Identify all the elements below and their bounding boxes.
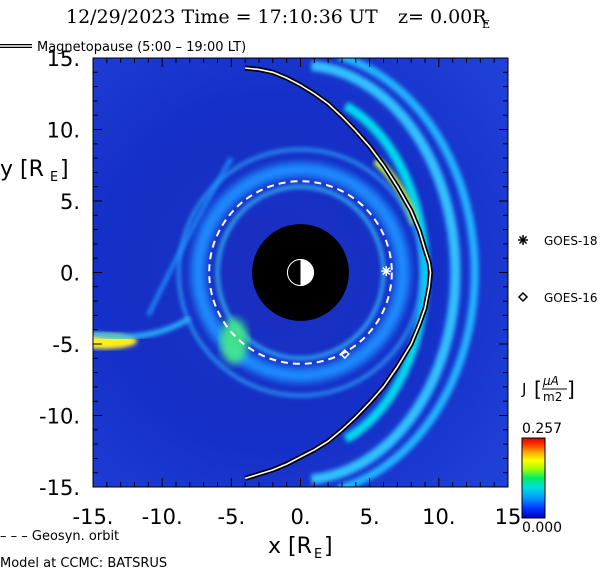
satellite-marker-goes-18 bbox=[381, 266, 392, 277]
asterisk-icon bbox=[518, 235, 528, 245]
nightside-current-patch bbox=[220, 318, 248, 365]
x-tick-label: 15 bbox=[495, 505, 522, 529]
y-axis-label: y [R bbox=[0, 157, 44, 182]
bow-shock-arc-outer bbox=[310, 60, 461, 485]
magnetopause-legend-label: Magnetopause (5:00 – 19:00 LT) bbox=[37, 40, 246, 55]
y-axis: 15. 10. 5. 0. -5. -10. -15. bbox=[39, 47, 508, 500]
earth-nightside bbox=[287, 259, 301, 286]
y-tick-label: 0. bbox=[60, 262, 80, 286]
diamond-icon bbox=[517, 291, 529, 303]
chart-title-z: z= 0.00R bbox=[398, 6, 487, 28]
y-tick-label: 5. bbox=[60, 190, 80, 214]
colorbar-label: J bbox=[521, 380, 526, 398]
colorbar-bracket-left: [ bbox=[534, 377, 542, 401]
x-tick-label: -15. bbox=[73, 505, 114, 529]
y-axis-label-subscript: E bbox=[50, 170, 58, 185]
colorbar-min-label: 0.000 bbox=[522, 520, 562, 536]
earth-outline bbox=[287, 259, 314, 286]
x-tick-label: 5. bbox=[360, 505, 380, 529]
magnetopause-line-white bbox=[244, 67, 432, 480]
magnetopause-current-band bbox=[343, 101, 430, 444]
x-tick-label: 10. bbox=[422, 505, 455, 529]
colorbar bbox=[521, 437, 546, 519]
ring-current-outer bbox=[177, 148, 424, 397]
geosynchronous-orbit bbox=[208, 180, 393, 365]
plot-area bbox=[93, 58, 508, 487]
colorbar-unit-num: μA bbox=[542, 374, 559, 388]
x-tick-label: 0. bbox=[290, 505, 310, 529]
chart-title: 12/29/2023 Time = 17:10:36 UT bbox=[66, 6, 378, 28]
y-tick-label: -5. bbox=[52, 333, 80, 357]
tail-current-streak bbox=[93, 316, 192, 340]
colorbar-max-label: 0.257 bbox=[522, 421, 562, 437]
satellite-legend-label: GOES-18 bbox=[544, 234, 598, 248]
model-credit: Model at CCMC: BATSRUS bbox=[0, 556, 167, 571]
satellite-legend-item: GOES-18 bbox=[518, 234, 598, 248]
bow-shock-arc-far bbox=[337, 58, 479, 487]
y-tick-label: 15. bbox=[47, 47, 80, 71]
satellite-legend-label: GOES-16 bbox=[544, 291, 598, 305]
ring-current-glow bbox=[191, 162, 410, 383]
colorbar-bracket-right: ] bbox=[567, 377, 575, 401]
x-tick-label: -10. bbox=[142, 505, 183, 529]
geosyn-orbit-legend: – – – Geosyn. orbit bbox=[0, 529, 119, 544]
x-axis-label: x [R bbox=[268, 534, 312, 559]
y-tick-label: 10. bbox=[47, 119, 80, 143]
chart-title-z-subscript: E bbox=[482, 18, 490, 31]
y-tick-label: -10. bbox=[39, 405, 80, 429]
satellite-legend: GOES-18 GOES-16 bbox=[517, 234, 598, 305]
x-axis: -15. -10. -5. 0. 5. 10. 15 bbox=[73, 58, 522, 529]
colorbar-unit-den: m2 bbox=[543, 390, 562, 404]
x-tick-label: -5. bbox=[218, 505, 246, 529]
y-axis-label-end: ] bbox=[60, 157, 69, 182]
satellite-legend-item: GOES-16 bbox=[517, 291, 598, 305]
x-axis-label-end: ] bbox=[324, 534, 333, 559]
ring-current-inner bbox=[216, 185, 385, 360]
earth-day-night-icon bbox=[287, 259, 314, 286]
nightside-current-filament bbox=[146, 157, 234, 317]
x-axis-label-subscript: E bbox=[314, 547, 322, 562]
satellite-marker-goes-16 bbox=[339, 348, 350, 360]
y-tick-label: -15. bbox=[39, 476, 80, 500]
